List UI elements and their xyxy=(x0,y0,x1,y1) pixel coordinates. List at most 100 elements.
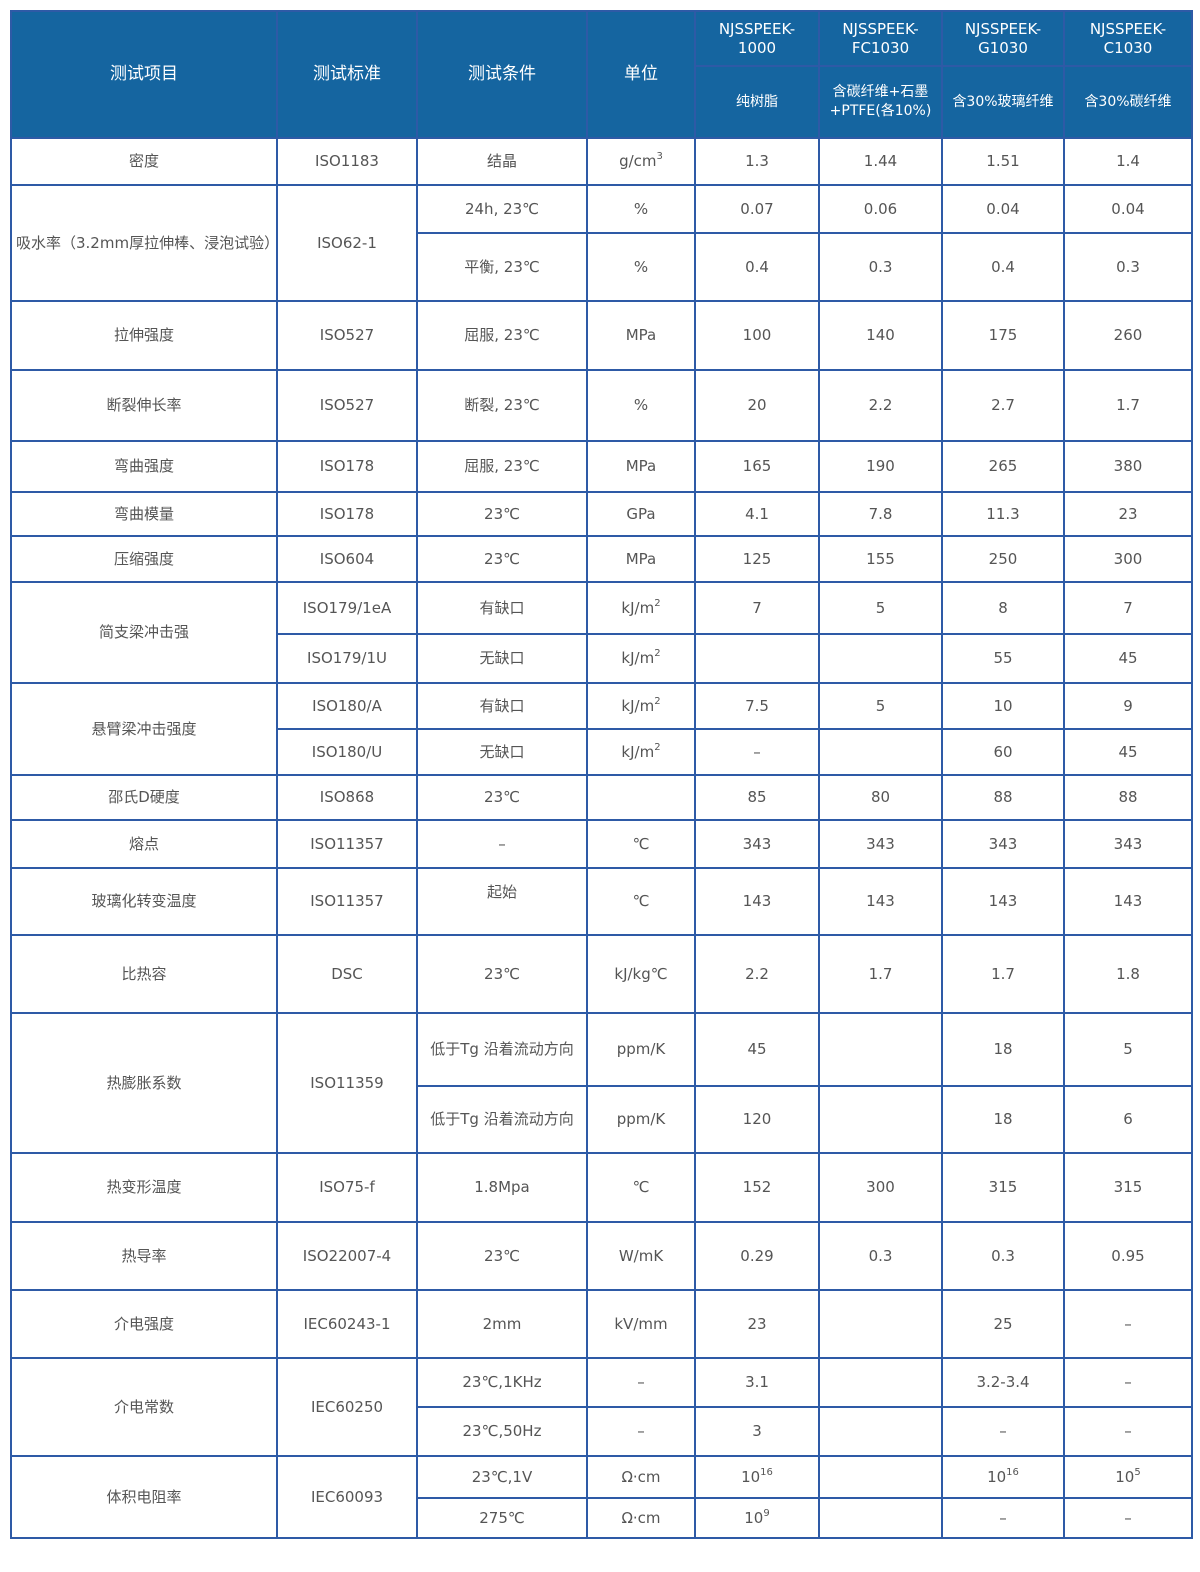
cell-value: 380 xyxy=(1063,440,1193,493)
cell-value: 1.44 xyxy=(818,137,943,186)
table-body: 密度 ISO1183 结晶 g/cm3 1.3 1.44 1.51 1.4 吸水率（3.2mm厚… xyxy=(10,137,1193,1539)
cell-value: 343 xyxy=(941,819,1065,869)
cell-value xyxy=(818,728,943,776)
cell-condition: 结晶 xyxy=(416,137,588,186)
cell-standard: ISO22007-4 xyxy=(276,1221,418,1291)
cell-value: 125 xyxy=(694,535,820,583)
table-row: 热变形温度 ISO75-f 1.8Mpa ℃ 152 300 315 315 xyxy=(10,1152,1193,1223)
cell-unit: % xyxy=(586,369,696,442)
cell-condition: 起始 xyxy=(416,867,588,936)
cell-standard: ISO180/A xyxy=(276,682,418,730)
cell-value xyxy=(818,633,943,684)
cell-unit xyxy=(586,774,696,821)
cell-condition: 23℃ xyxy=(416,774,588,821)
cell-value: 300 xyxy=(818,1152,943,1223)
table-row: 悬臂梁冲击强度 ISO180/A 有缺口 kJ/m2 7.5 5 10 9 xyxy=(10,682,1193,776)
table-row: 介电强度 IEC60243-1 2mm kV/mm 23 25– xyxy=(10,1289,1193,1359)
cell-value xyxy=(818,1406,943,1457)
value-base: kJ/m xyxy=(621,598,655,617)
cell-value: 25 xyxy=(941,1289,1065,1359)
properties-table: 测试项目 测试标准 测试条件 单位 NJSSPEEK-1000 NJSSPEEK… xyxy=(10,10,1193,1539)
cell-value: 5 xyxy=(818,682,943,730)
cell-value: 260 xyxy=(1063,300,1193,371)
cell-item: 熔点 xyxy=(10,819,278,869)
cell-value: 60 xyxy=(941,728,1065,776)
value-exponent: 16 xyxy=(1006,1466,1019,1478)
cell-value: 1.4 xyxy=(1063,137,1193,186)
cell-value: 0.3 xyxy=(1063,232,1193,302)
cell-item: 比热容 xyxy=(10,934,278,1014)
cell-value xyxy=(818,1497,943,1539)
header-model-name: NJSSPEEK-FC1030 xyxy=(818,10,943,67)
cell-standard: ISO527 xyxy=(276,300,418,371)
cell-value: 0.04 xyxy=(1063,184,1193,234)
cell-standard: ISO179/1U xyxy=(276,633,418,684)
cell-value: 100 xyxy=(694,300,820,371)
table-row: 23℃,50Hz –3– – xyxy=(11,1406,1193,1457)
cell-condition: 无缺口 xyxy=(416,633,588,684)
cell-condition: 断裂, 23℃ xyxy=(416,369,588,442)
cell-value: 143 xyxy=(818,867,943,936)
cell-item: 热膨胀系数 xyxy=(10,1012,278,1154)
cell-unit: Ω·cm xyxy=(586,1497,696,1539)
cell-value: 23 xyxy=(1063,491,1193,537)
cell-value: 11.3 xyxy=(941,491,1065,537)
value-base: 10 xyxy=(1115,1467,1135,1486)
cell-value: 18 xyxy=(941,1012,1065,1087)
cell-item: 介电常数 xyxy=(10,1357,278,1457)
value-base: 10 xyxy=(741,1467,761,1486)
cell-unit: ℃ xyxy=(586,1152,696,1223)
table-row: 密度 ISO1183 结晶 g/cm3 1.3 1.44 1.51 1.4 xyxy=(10,137,1193,186)
cell-value: 120 xyxy=(694,1085,820,1154)
cell-value: 5 xyxy=(1063,1012,1193,1087)
table-row: 玻璃化转变温度 ISO11357 起始 ℃ 143 143 143 143 xyxy=(10,867,1193,936)
table-row: 体积电阻率 IEC60093 23℃,1V Ω·cm 1016 1016 105 xyxy=(10,1455,1193,1539)
cell-standard: ISO11359 xyxy=(276,1012,418,1154)
table-row: 邵氏D硬度 ISO868 23℃ 85 80 88 88 xyxy=(10,774,1193,821)
header-model-desc: 含碳纤维+石墨+PTFE(各10%) xyxy=(818,65,943,139)
cell-item: 拉伸强度 xyxy=(10,300,278,371)
value-exponent: 2 xyxy=(654,597,661,609)
header-item: 测试项目 xyxy=(10,10,278,139)
cell-value: 265 xyxy=(941,440,1065,493)
cell-value: 1016 xyxy=(941,1455,1065,1499)
cell-condition: 23℃,1V xyxy=(416,1455,588,1499)
table-row: 热膨胀系数 ISO11359 低于Tg 沿着流动方向 ppm/K 45 18 5 xyxy=(10,1012,1193,1154)
cell-unit: Ω·cm xyxy=(586,1455,696,1499)
cell-value: 45 xyxy=(694,1012,820,1087)
cell-standard: ISO178 xyxy=(276,491,418,537)
cell-item: 吸水率（3.2mm厚拉伸棒、浸泡试验） xyxy=(10,184,279,302)
cell-value: 343 xyxy=(818,819,943,869)
cell-value: 140 xyxy=(818,300,943,371)
table-header: 测试项目 测试标准 测试条件 单位 NJSSPEEK-1000 NJSSPEEK… xyxy=(10,10,1193,139)
cell-item: 体积电阻率 xyxy=(10,1455,278,1539)
cell-value: 1016 xyxy=(694,1455,820,1499)
cell-value: 1.7 xyxy=(818,934,943,1014)
cell-condition: 23℃ xyxy=(416,1221,588,1291)
cell-unit: – xyxy=(586,1357,696,1408)
value-base: kJ/m xyxy=(621,696,655,715)
cell-value: – xyxy=(1063,1406,1193,1457)
value-exponent: 3 xyxy=(656,151,663,162)
cell-value: 3.1 xyxy=(694,1357,820,1408)
cell-condition: 屈服, 23℃ xyxy=(416,300,588,371)
cell-value: 10 xyxy=(941,682,1065,730)
cell-value: 9 xyxy=(1063,682,1193,730)
value-exponent: 5 xyxy=(1134,1466,1141,1478)
cell-value: 55 xyxy=(941,633,1065,684)
value-base: g/cm xyxy=(619,152,657,170)
cell-condition: 有缺口 xyxy=(416,581,588,635)
value-exponent: 2 xyxy=(654,741,661,753)
header-model-name: NJSSPEEK-C1030 xyxy=(1063,10,1193,67)
cell-item: 断裂伸长率 xyxy=(10,369,278,442)
cell-condition: 屈服, 23℃ xyxy=(416,440,588,493)
cell-standard: ISO178 xyxy=(276,440,418,493)
header-unit: 单位 xyxy=(586,10,696,139)
cell-value: 18 xyxy=(941,1085,1065,1154)
cell-value: 250 xyxy=(941,535,1065,583)
value-base: kJ/m xyxy=(621,742,655,761)
table-row: ISO179/1U 无缺口 kJ/m2 55 45 xyxy=(11,633,1193,684)
cell-value: 1.7 xyxy=(1063,369,1193,442)
cell-value: – xyxy=(1063,1289,1193,1359)
header-model-name: NJSSPEEK-1000 xyxy=(694,10,820,67)
